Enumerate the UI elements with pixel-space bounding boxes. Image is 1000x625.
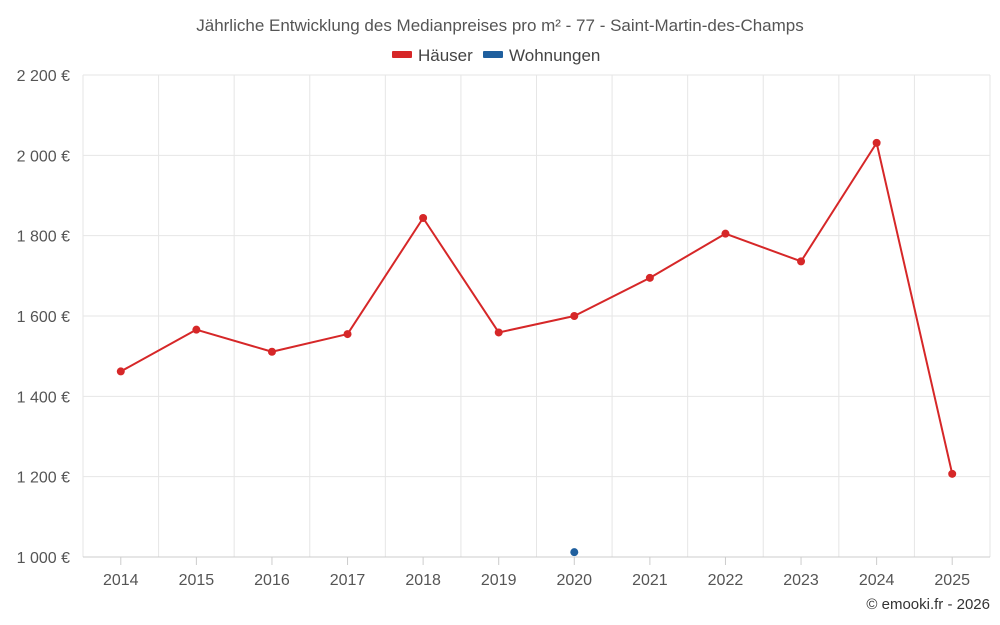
data-point-haeuser[interactable] <box>645 273 654 282</box>
x-axis: 2014 2015 2016 2017 2018 2019 2020 2021 2022 2023… <box>83 556 990 589</box>
x-tick-label: 2016 <box>254 572 290 589</box>
data-point-haeuser[interactable] <box>419 213 428 222</box>
x-tick-label: 2020 <box>556 572 592 589</box>
y-tick-label: 1 200 € <box>17 470 70 487</box>
x-tick-label: 2023 <box>783 572 819 589</box>
data-point-haeuser[interactable] <box>192 325 201 334</box>
data-point-haeuser[interactable] <box>872 138 881 147</box>
legend: Häuser Wohnungen <box>392 46 600 65</box>
y-tick-label: 2 200 € <box>17 68 70 85</box>
data-point-wohnungen[interactable] <box>570 548 579 557</box>
x-tick-label: 2024 <box>859 572 895 589</box>
x-tick-label: 2018 <box>405 572 441 589</box>
x-tick-label: 2014 <box>103 572 139 589</box>
series <box>116 138 957 557</box>
data-point-haeuser[interactable] <box>116 367 125 376</box>
x-tick-label: 2017 <box>330 572 366 589</box>
data-point-haeuser[interactable] <box>343 330 352 339</box>
y-axis: 1 000 € 1 200 € 1 400 € 1 600 € 1 800 € 2 000… <box>17 68 70 567</box>
y-tick-label: 1 400 € <box>17 389 70 406</box>
legend-label-wohnungen: Wohnungen <box>509 46 600 65</box>
gridlines <box>82 74 991 558</box>
legend-item-wohnungen[interactable]: Wohnungen <box>483 46 600 65</box>
legend-swatch-wohnungen <box>483 51 503 58</box>
x-tick-label: 2025 <box>934 572 970 589</box>
credit-text: © emooki.fr - 2026 <box>866 596 990 613</box>
x-tick-label: 2015 <box>179 572 215 589</box>
data-point-haeuser[interactable] <box>797 257 806 266</box>
y-tick-label: 2 000 € <box>17 148 70 165</box>
chart-title: Jährliche Entwicklung des Medianpreises … <box>196 16 804 35</box>
data-point-haeuser[interactable] <box>948 469 957 478</box>
x-tick-label: 2021 <box>632 572 668 589</box>
x-tick-label: 2022 <box>708 572 744 589</box>
legend-item-haeuser[interactable]: Häuser <box>392 46 473 65</box>
legend-label-haeuser: Häuser <box>418 46 473 65</box>
y-tick-label: 1 600 € <box>17 309 70 326</box>
data-point-haeuser[interactable] <box>721 229 730 238</box>
series-line-haeuser <box>120 141 954 475</box>
y-tick-label: 1 800 € <box>17 229 70 246</box>
y-tick-label: 1 000 € <box>17 550 70 567</box>
legend-swatch-haeuser <box>392 51 412 58</box>
x-tick-label: 2019 <box>481 572 517 589</box>
data-point-haeuser[interactable] <box>570 312 579 320</box>
data-point-haeuser[interactable] <box>267 347 276 356</box>
data-point-haeuser[interactable] <box>494 328 503 337</box>
